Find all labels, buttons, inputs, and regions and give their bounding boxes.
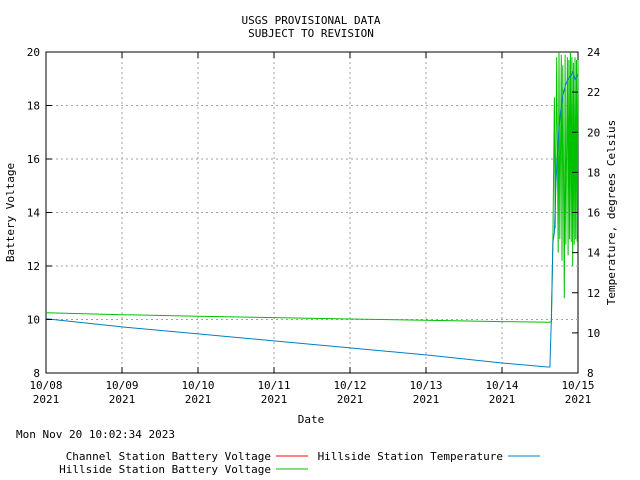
- left-tick-label: 14: [27, 207, 41, 220]
- right-tick-label: 10: [587, 327, 600, 340]
- x-tick-label-year: 2021: [185, 393, 212, 406]
- x-tick-label-year: 2021: [489, 393, 516, 406]
- right-tick-label: 8: [587, 367, 594, 380]
- left-tick-label: 12: [27, 260, 40, 273]
- x-tick-label-year: 2021: [337, 393, 364, 406]
- x-tick-label-date: 10/13: [409, 379, 442, 392]
- left-tick-label: 10: [27, 314, 40, 327]
- x-tick-label-date: 10/08: [29, 379, 62, 392]
- right-tick-label: 12: [587, 287, 600, 300]
- x-tick-label-date: 10/10: [181, 379, 214, 392]
- x-tick-label-year: 2021: [413, 393, 440, 406]
- left-tick-label: 16: [27, 153, 40, 166]
- x-tick-label-year: 2021: [109, 393, 136, 406]
- x-axis-label: Date: [298, 413, 325, 426]
- left-axis-label: Battery Voltage: [4, 163, 17, 262]
- series-line-2: [45, 70, 579, 368]
- legend-label: Channel Station Battery Voltage: [66, 450, 271, 463]
- right-axis-label: Temperature, degrees Celsius: [605, 120, 618, 305]
- legend: Channel Station Battery VoltageHillside …: [59, 450, 540, 476]
- x-tick-label-year: 2021: [33, 393, 60, 406]
- right-tick-label: 18: [587, 166, 600, 179]
- x-tick-label-year: 2021: [565, 393, 592, 406]
- x-tick-label-year: 2021: [261, 393, 288, 406]
- left-tick-label: 8: [33, 367, 40, 380]
- grid: [46, 52, 578, 373]
- x-tick-label-date: 10/15: [561, 379, 594, 392]
- left-tick-label: 18: [27, 100, 40, 113]
- timestamp: Mon Nov 20 10:02:34 2023: [16, 428, 175, 441]
- x-tick-label-date: 10/09: [105, 379, 138, 392]
- title-line: SUBJECT TO REVISION: [248, 27, 374, 40]
- series-layer: [45, 51, 579, 368]
- x-tick-label-date: 10/11: [257, 379, 290, 392]
- legend-label: Hillside Station Temperature: [318, 450, 503, 463]
- right-tick-label: 16: [587, 207, 600, 220]
- right-axis: 8 10 12 14 16 18 20 22 24: [572, 46, 601, 380]
- series-line-1: [45, 51, 579, 323]
- x-axis: 10/08202110/09202110/10202110/11202110/1…: [29, 52, 595, 406]
- x-tick-label-date: 10/14: [485, 379, 518, 392]
- x-tick-label-date: 10/12: [333, 379, 366, 392]
- right-tick-label: 14: [587, 247, 601, 260]
- left-axis: 8 10 12 14 16 18 20: [27, 46, 52, 380]
- legend-label: Hillside Station Battery Voltage: [59, 463, 271, 476]
- title-line: USGS PROVISIONAL DATA: [241, 14, 380, 27]
- right-tick-label: 24: [587, 46, 601, 59]
- left-tick-label: 20: [27, 46, 40, 59]
- right-tick-label: 22: [587, 86, 600, 99]
- right-tick-label: 20: [587, 126, 600, 139]
